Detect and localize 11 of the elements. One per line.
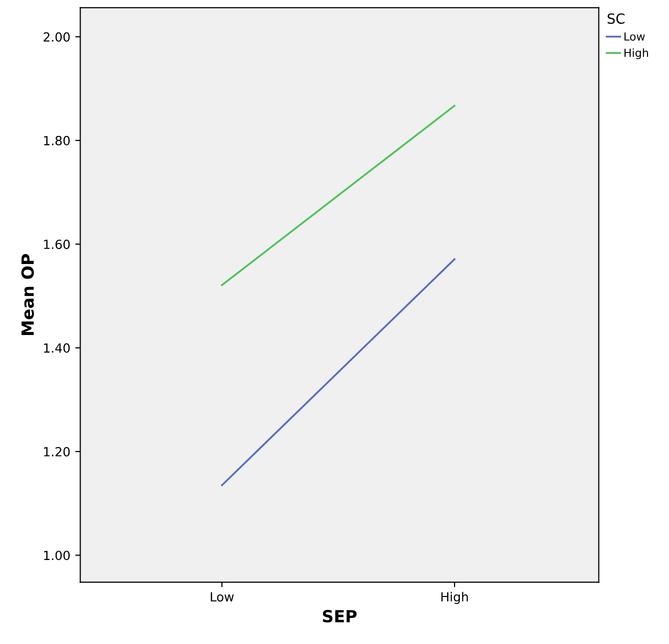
- y-axis-title: Mean OP: [21, 254, 34, 336]
- y-tick-label: 1.00: [44, 550, 70, 560]
- legend-title: SC: [608, 13, 625, 24]
- y-tick-label: 2.00: [44, 32, 70, 42]
- y-tick-label: 1.80: [44, 136, 70, 146]
- legend-label: Low: [624, 32, 645, 41]
- x-axis-title: SEP: [322, 610, 357, 622]
- y-tick-label: 1.40: [44, 343, 70, 353]
- legend-label: High: [624, 48, 648, 60]
- y-tick-label: 1.60: [44, 240, 70, 250]
- y-tick-label: 1.20: [44, 446, 70, 456]
